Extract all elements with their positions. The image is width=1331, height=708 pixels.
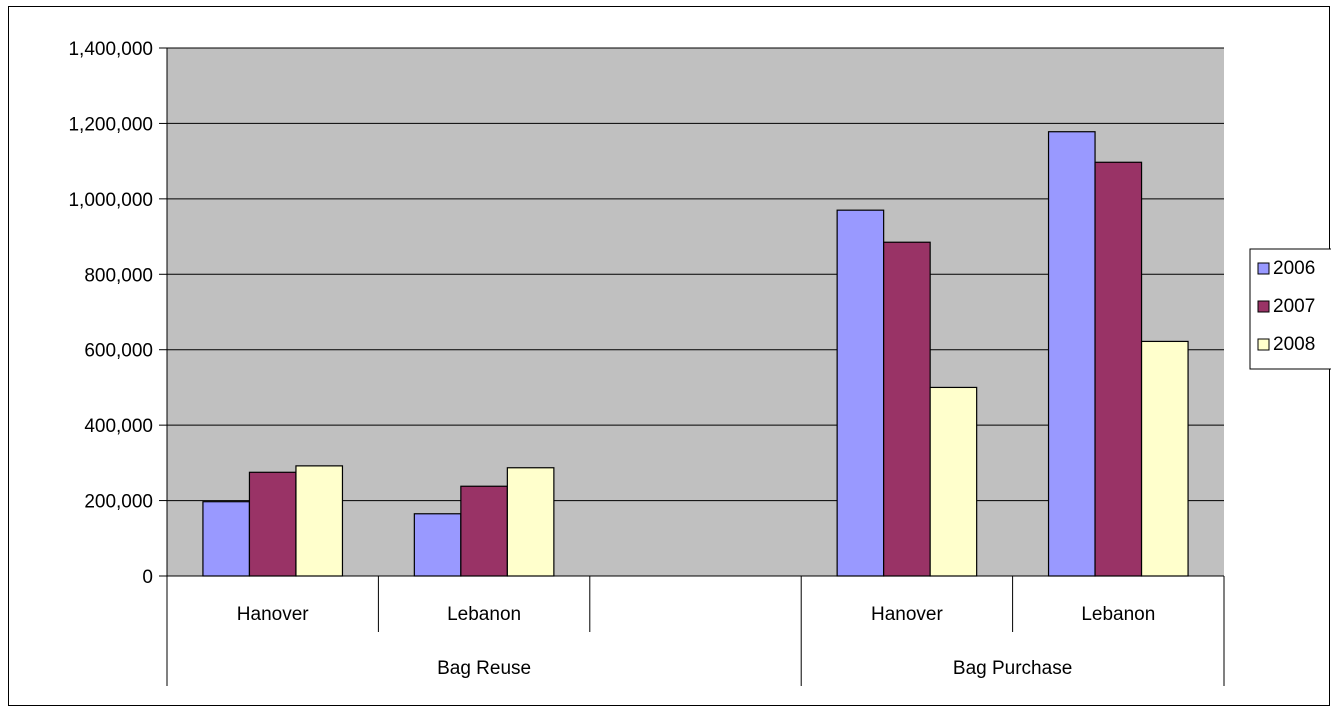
bar-2007-1: [248, 471, 297, 577]
legend-swatch: [1257, 300, 1270, 313]
legend-swatch: [1257, 338, 1270, 351]
bar-2006-4: [836, 209, 885, 577]
y-tick-label: 400,000: [84, 416, 153, 437]
category-label: Lebanon: [447, 604, 521, 625]
legend-swatch: [1257, 262, 1270, 275]
y-tick-label: 0: [142, 567, 153, 588]
y-axis: 0 200,000 400,000 600,000 800,000 1,000,000 1,…: [68, 39, 168, 588]
bar-2008-5: [1140, 340, 1189, 577]
bar-2008-4: [929, 386, 978, 577]
category-label: Lebanon: [1081, 604, 1155, 625]
bar-2007-5: [1094, 161, 1143, 577]
bar-2007-2: [460, 485, 508, 577]
y-tick-label: 600,000: [84, 341, 153, 362]
y-tick-label: 1,200,000: [68, 114, 153, 135]
plot-area: [167, 48, 1224, 576]
group-label: Bag Reuse: [437, 658, 531, 679]
x-axis: Hanover Lebanon Hanover Lebanon Bag Reuse Bag…: [166, 575, 1225, 686]
legend: 2006 2007 2008: [1249, 248, 1331, 370]
bar-2008-1: [295, 465, 344, 577]
legend-label: 2008: [1273, 334, 1315, 355]
category-label: Hanover: [871, 604, 943, 625]
y-tick-label: 1,400,000: [68, 39, 153, 60]
category-label: Hanover: [237, 604, 309, 625]
group-label: Bag Purchase: [953, 658, 1072, 679]
bar-2006-5: [1047, 131, 1096, 577]
legend-label: 2006: [1273, 258, 1315, 279]
y-tick-label: 1,000,000: [68, 190, 153, 211]
bar-2006-1: [202, 501, 251, 577]
bar-2008-2: [506, 467, 555, 577]
bar-2007-4: [883, 241, 931, 577]
bar-2006-2: [413, 513, 462, 577]
legend-label: 2007: [1273, 296, 1315, 317]
gridlines: [167, 47, 1224, 577]
y-tick-label: 200,000: [84, 492, 153, 513]
bars: [202, 131, 1189, 577]
y-tick-label: 800,000: [84, 265, 153, 286]
